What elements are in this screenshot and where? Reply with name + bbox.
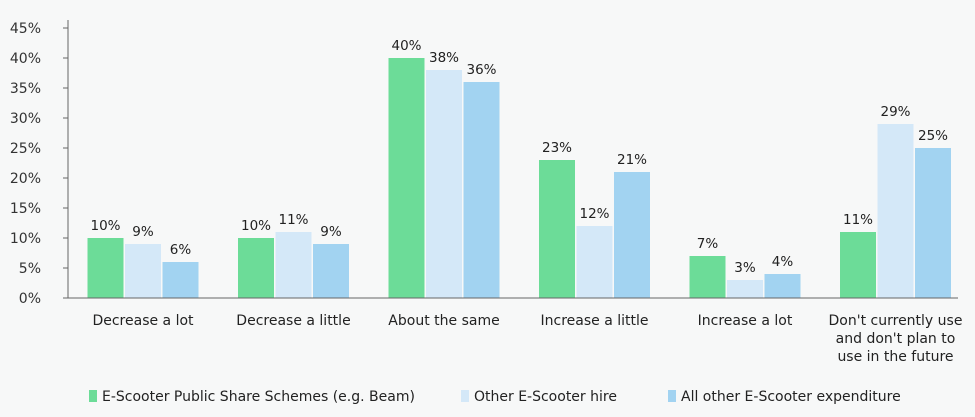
y-tick-label: 15% bbox=[10, 201, 41, 217]
y-tick-label: 10% bbox=[10, 231, 41, 247]
legend-label: Other E-Scooter hire bbox=[474, 389, 617, 405]
y-tick-label: 25% bbox=[10, 141, 41, 157]
data-label: 12% bbox=[579, 206, 609, 222]
data-label: 23% bbox=[542, 140, 572, 156]
x-tick-label: Increase a lot bbox=[698, 313, 793, 329]
x-tick-label: About the same bbox=[388, 313, 499, 329]
data-label: 11% bbox=[278, 212, 308, 228]
bar bbox=[727, 280, 763, 298]
data-label: 6% bbox=[170, 242, 192, 258]
legend-swatch bbox=[89, 390, 97, 402]
bar bbox=[87, 238, 124, 298]
bar bbox=[877, 124, 914, 298]
data-label: 9% bbox=[132, 224, 154, 240]
legend-label: E-Scooter Public Share Schemes (e.g. Bea… bbox=[102, 389, 415, 405]
data-label: 11% bbox=[843, 212, 873, 228]
data-label: 40% bbox=[391, 38, 421, 54]
x-tick-label: and don't plan to bbox=[836, 331, 956, 347]
data-label: 10% bbox=[241, 218, 271, 234]
data-label: 25% bbox=[918, 128, 948, 144]
bar bbox=[313, 244, 349, 298]
bar bbox=[238, 238, 274, 298]
data-label: 38% bbox=[429, 50, 459, 66]
x-tick-label: use in the future bbox=[837, 349, 953, 365]
bar bbox=[162, 262, 199, 298]
data-label: 4% bbox=[772, 254, 794, 270]
data-label: 9% bbox=[320, 224, 342, 240]
x-tick-label: Don't currently use bbox=[829, 313, 963, 329]
x-tick-label: Decrease a lot bbox=[92, 313, 194, 329]
y-tick-label: 30% bbox=[10, 111, 41, 127]
legend-label: All other E-Scooter expenditure bbox=[681, 389, 901, 405]
y-tick-label: 5% bbox=[19, 261, 41, 277]
bar bbox=[275, 232, 312, 298]
y-tick-label: 20% bbox=[10, 171, 41, 187]
x-tick-label: Increase a little bbox=[541, 313, 649, 329]
bar bbox=[426, 70, 462, 298]
data-label: 10% bbox=[90, 218, 120, 234]
bar bbox=[125, 244, 161, 298]
data-label: 29% bbox=[880, 104, 910, 120]
bar bbox=[614, 172, 650, 298]
y-tick-label: 35% bbox=[10, 81, 41, 97]
data-label: 7% bbox=[697, 236, 719, 252]
data-label: 21% bbox=[617, 152, 647, 168]
y-tick-label: 45% bbox=[10, 21, 41, 37]
bar bbox=[915, 148, 951, 298]
legend-swatch bbox=[461, 390, 469, 402]
bar bbox=[539, 160, 575, 298]
data-label: 36% bbox=[466, 62, 496, 78]
bar bbox=[463, 82, 500, 298]
bar bbox=[576, 226, 613, 298]
bar bbox=[689, 256, 726, 298]
bar bbox=[388, 58, 425, 298]
y-tick-label: 40% bbox=[10, 51, 41, 67]
bar bbox=[764, 274, 801, 298]
x-tick-label: Decrease a little bbox=[236, 313, 350, 329]
legend-swatch bbox=[668, 390, 676, 402]
data-label: 3% bbox=[734, 260, 756, 276]
y-tick-label: 0% bbox=[19, 291, 41, 307]
bar bbox=[840, 232, 876, 298]
